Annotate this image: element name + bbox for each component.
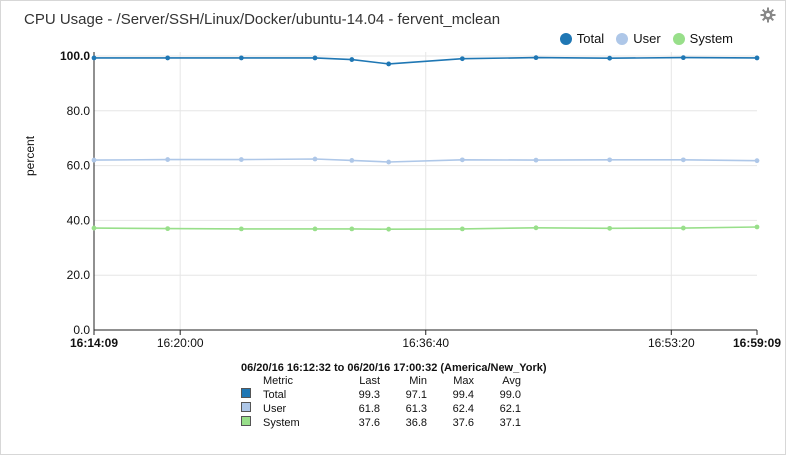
y-tick-label: 80.0	[67, 104, 91, 118]
legend-item-total[interactable]: Total	[559, 31, 605, 46]
data-point-user	[349, 157, 355, 163]
summary-last: 37.6	[358, 416, 380, 429]
data-point-total	[754, 55, 760, 61]
data-point-total	[349, 57, 355, 62]
data-point-total	[607, 55, 613, 61]
summary-swatch-user	[241, 402, 251, 412]
x-tick-label: 16:14:09	[70, 336, 118, 350]
summary-header-avg: Avg	[502, 375, 521, 387]
data-point-total	[386, 61, 392, 67]
data-point-total	[312, 55, 318, 61]
data-point-system	[238, 226, 244, 232]
legend-item-user[interactable]: User	[616, 31, 661, 46]
summary-row: Total 99.3 97.1 99.4 99.0	[241, 388, 521, 402]
data-point-user	[91, 157, 97, 163]
summary-header-min: Min	[409, 375, 427, 387]
summary-swatch-total	[241, 388, 251, 398]
data-point-user	[607, 157, 613, 163]
data-point-user	[680, 157, 686, 163]
summary-max: 37.6	[452, 416, 474, 429]
data-point-system	[349, 226, 355, 232]
summary-swatch-system	[241, 416, 251, 426]
summary-table: Metric Last Min Max Avg Total 99.3 97.1 …	[241, 375, 521, 430]
summary-last: 61.8	[358, 402, 380, 415]
summary-max: 62.4	[452, 402, 474, 415]
legend-marker-user	[616, 32, 629, 45]
summary-avg: 99.0	[499, 388, 521, 401]
data-point-total	[238, 55, 244, 61]
data-point-total	[91, 55, 97, 61]
summary-min: 97.1	[405, 388, 427, 401]
data-point-total	[165, 55, 171, 61]
data-point-user	[238, 157, 244, 162]
y-tick-label: 0.0	[73, 323, 90, 337]
summary-avg: 37.1	[499, 416, 521, 429]
data-point-total	[680, 55, 686, 61]
legend-label-system: System	[689, 31, 733, 46]
x-tick-label: 16:36:40	[402, 336, 449, 350]
summary-avg: 62.1	[499, 402, 521, 415]
summary-time-range: 06/20/16 16:12:32 to 06/20/16 17:00:32 (…	[241, 362, 547, 374]
data-point-user	[754, 158, 760, 164]
summary-last: 99.3	[358, 388, 380, 401]
y-tick-label: 40.0	[67, 213, 91, 227]
data-point-user	[533, 157, 539, 163]
summary-header-row: Metric Last Min Max Avg	[241, 375, 521, 388]
y-tick-label: 20.0	[67, 268, 91, 282]
chart-title: CPU Usage - /Server/SSH/Linux/Docker/ubu…	[24, 11, 501, 28]
summary-header-metric: Metric	[263, 375, 293, 387]
data-point-user	[386, 159, 392, 165]
y-tick-label: 100.0	[60, 49, 90, 63]
data-point-system	[386, 226, 392, 232]
summary-min: 61.3	[405, 402, 427, 415]
summary-header-swatch	[241, 375, 263, 388]
data-point-user	[459, 157, 465, 163]
x-tick-label: 16:53:20	[648, 336, 695, 350]
summary-block: 06/20/16 16:12:32 to 06/20/16 17:00:32 (…	[241, 362, 547, 430]
legend-label-total: Total	[576, 31, 605, 46]
summary-metric-name: System	[263, 416, 300, 429]
summary-metric-name: Total	[263, 388, 287, 401]
legend-item-system[interactable]: System	[672, 31, 733, 46]
data-point-total	[533, 55, 539, 61]
summary-min: 36.8	[405, 416, 427, 429]
legend-label-user: User	[633, 31, 661, 46]
legend-marker-total	[559, 32, 572, 45]
chart-legend: Total User System	[559, 31, 733, 46]
data-point-user	[165, 157, 171, 162]
data-point-user	[312, 156, 318, 162]
x-tick-label: 16:59:09	[733, 336, 781, 350]
gear-icon[interactable]	[760, 7, 776, 23]
line-chart: 0.0 20.0 40.0 60.0 80.0 100.0 16:14:09 16:20:00…	[60, 49, 781, 350]
summary-max: 99.4	[452, 388, 474, 401]
legend-marker-system	[672, 32, 685, 45]
summary-row: User 61.8 61.3 62.4 62.1	[241, 402, 521, 416]
data-point-system	[165, 226, 171, 232]
x-tick-label: 16:20:00	[157, 336, 204, 350]
summary-metric-name: User	[263, 402, 287, 415]
data-point-total	[459, 56, 465, 62]
data-point-system	[680, 225, 686, 231]
data-point-system	[91, 225, 97, 231]
data-point-system	[459, 226, 465, 232]
summary-row: System 37.6 36.8 37.6 37.1	[241, 416, 521, 430]
data-point-system	[607, 225, 613, 231]
y-tick-label: 60.0	[67, 159, 91, 173]
data-point-system	[312, 226, 318, 232]
summary-header-max: Max	[453, 375, 474, 387]
data-point-system	[533, 225, 539, 231]
data-point-system	[754, 224, 760, 230]
summary-header-last: Last	[359, 375, 380, 387]
